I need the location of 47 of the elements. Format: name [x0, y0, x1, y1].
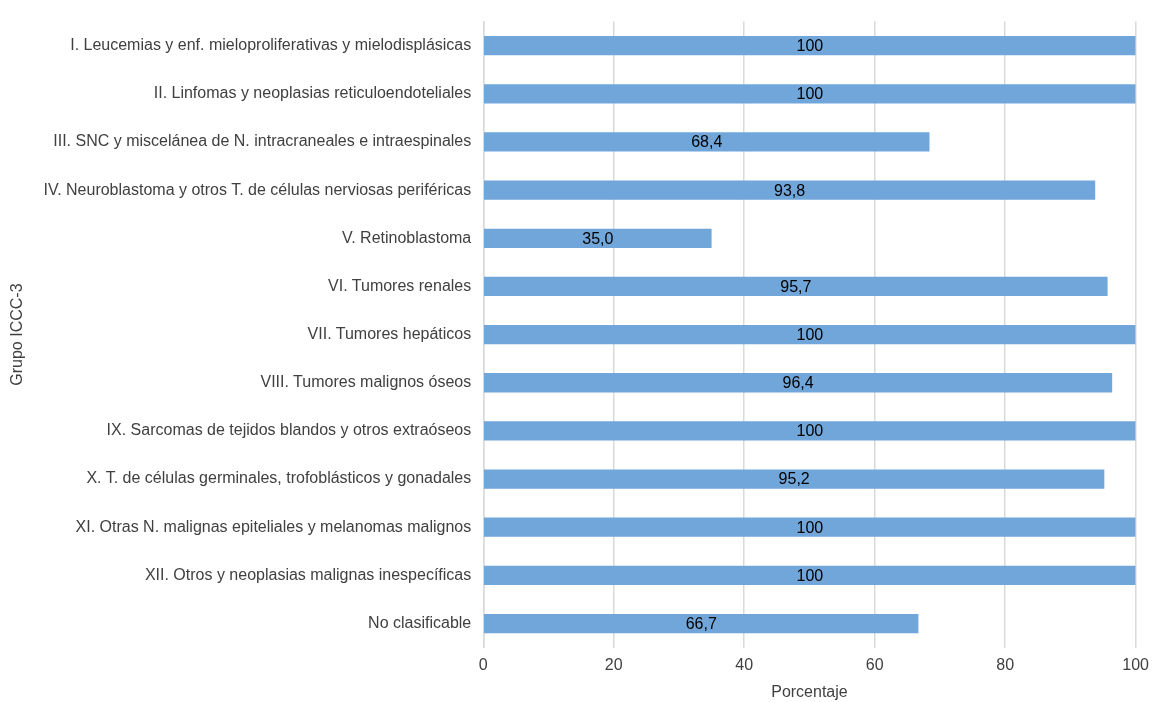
bar [484, 324, 1136, 345]
data-label: 100 [796, 85, 824, 103]
data-label: 66,7 [685, 614, 717, 632]
data-label: 100 [796, 37, 824, 55]
data-label: 68,4 [691, 133, 723, 151]
bar [484, 373, 1113, 393]
data-label: 93,8 [774, 181, 806, 199]
y-tick-label: IV. Neuroblastoma y otros T. de células nerviosas periféricas [43, 180, 472, 198]
bar [484, 84, 1136, 104]
y-tick-label: VI. Tumores renales [328, 276, 472, 294]
data-label: 100 [796, 566, 824, 584]
y-tick-label: XII. Otros y neoplasias malignas inespecíficas [144, 565, 472, 583]
y-tick-label: VII. Tumores hepáticos [307, 325, 472, 343]
y-tick-label: V. Retinoblastoma [341, 228, 472, 246]
data-label: 35,0 [582, 229, 614, 247]
y-axis-title: Grupo ICCC-3 [8, 283, 26, 386]
bar [484, 517, 1136, 537]
y-tick-label: IX. Sarcomas de tejidos blandos y otros extraóseos [106, 421, 472, 439]
x-tick-label: 40 [735, 655, 754, 673]
bar [484, 469, 1105, 489]
bar [484, 565, 1136, 585]
x-tick-label: 60 [865, 655, 884, 673]
y-tick-label: VIII. Tumores malignos óseos [260, 373, 472, 391]
x-tick-label: 80 [996, 655, 1015, 673]
data-label: 95,2 [778, 470, 810, 488]
x-tick-label: 100 [1122, 655, 1150, 673]
y-tick-label: X. T. de células germinales, trofoblásticos y gonadales [86, 469, 472, 487]
data-label: 100 [796, 422, 824, 440]
y-tick-label: III. SNC y miscelánea de N. intracraneales e intraespinales [53, 132, 472, 150]
data-label: 100 [796, 518, 824, 536]
bar [484, 36, 1136, 56]
y-tick-label: I. Leucemias y enf. mieloproliferativas y mielodisplásicas [70, 36, 472, 54]
data-label: 96,4 [782, 374, 814, 392]
bar [484, 132, 930, 152]
x-axis-title: Porcentaje [771, 682, 848, 700]
x-tick-label: 0 [478, 655, 488, 673]
bar [484, 421, 1136, 441]
data-label: 100 [796, 326, 824, 344]
bar [484, 228, 712, 248]
data-label: 95,7 [780, 277, 812, 295]
y-tick-label: XI. Otras N. malignas epiteliales y melanomas malignos [75, 517, 472, 535]
x-tick-label: 20 [604, 655, 623, 673]
y-tick-label: II. Linfomas y neoplasias reticuloendoteliales [153, 84, 472, 102]
bar [484, 613, 919, 634]
bar [484, 276, 1108, 297]
y-tick-label: No clasificable [368, 613, 472, 631]
bar [484, 180, 1096, 200]
